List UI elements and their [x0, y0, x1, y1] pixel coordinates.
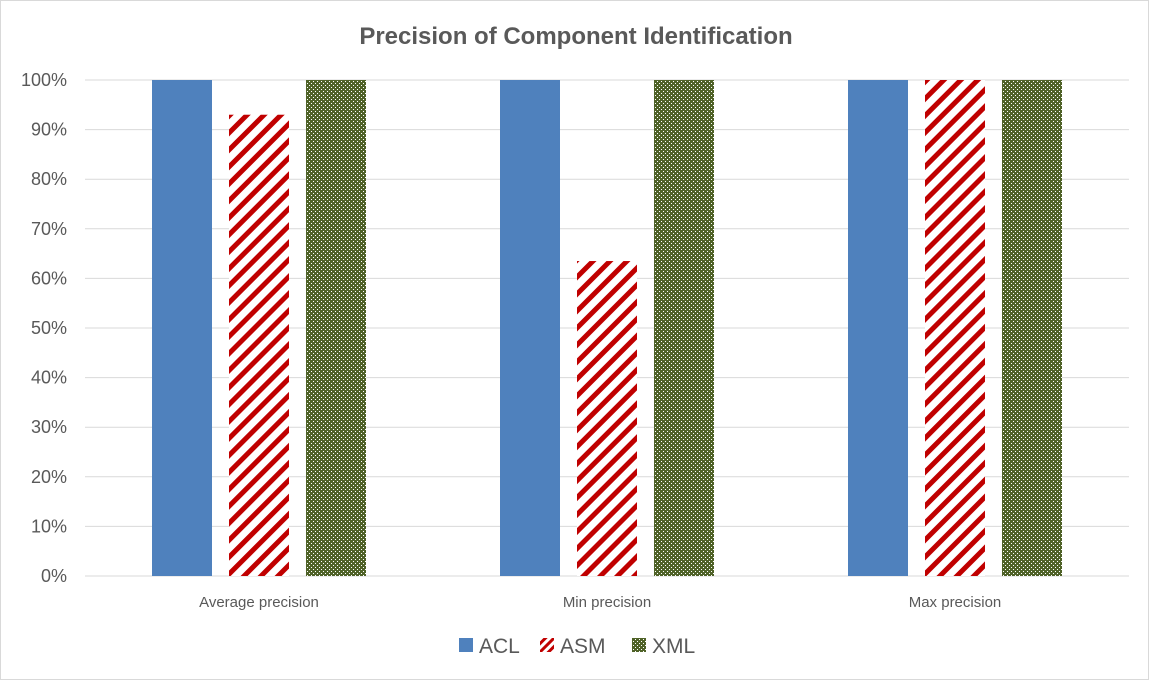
bar-xml-2 [1002, 80, 1062, 576]
y-tick-label: 0% [41, 566, 67, 586]
x-category-label: Min precision [563, 594, 651, 611]
y-tick-label: 10% [31, 516, 67, 536]
legend: ACL ASM XML [459, 635, 695, 658]
y-tick-label: 80% [31, 169, 67, 189]
bar-asm-2 [925, 80, 985, 576]
y-tick-label: 60% [31, 268, 67, 288]
legend-swatch-acl [459, 638, 473, 652]
legend-label-asm: ASM [560, 635, 606, 658]
bars [152, 80, 1062, 576]
x-category-label: Average precision [199, 594, 319, 611]
y-tick-label: 70% [31, 219, 67, 239]
y-tick-label: 90% [31, 120, 67, 140]
y-tick-label: 30% [31, 417, 67, 437]
bar-acl-0 [152, 80, 212, 576]
x-axis-categories: Average precision Min precision Max precis… [199, 594, 1001, 611]
y-tick-label: 50% [31, 318, 67, 338]
legend-swatch-asm [540, 638, 554, 652]
legend-swatch-xml [632, 638, 646, 652]
y-tick-label: 100% [21, 70, 67, 90]
bar-acl-1 [500, 80, 560, 576]
bar-xml-1 [654, 80, 714, 576]
bar-xml-0 [306, 80, 366, 576]
bar-acl-2 [848, 80, 908, 576]
legend-label-xml: XML [652, 635, 695, 658]
y-tick-label: 40% [31, 368, 67, 388]
x-category-label: Max precision [909, 594, 1002, 611]
y-axis-ticks: 0% 10% 20% 30% 40% 50% 60% 70% 80% 90% 100% [21, 70, 67, 586]
y-tick-label: 20% [31, 467, 67, 487]
legend-label-acl: ACL [479, 635, 520, 658]
bar-asm-0 [229, 114, 289, 576]
bar-asm-1 [577, 261, 637, 576]
chart-title: Precision of Component Identification [359, 23, 792, 50]
